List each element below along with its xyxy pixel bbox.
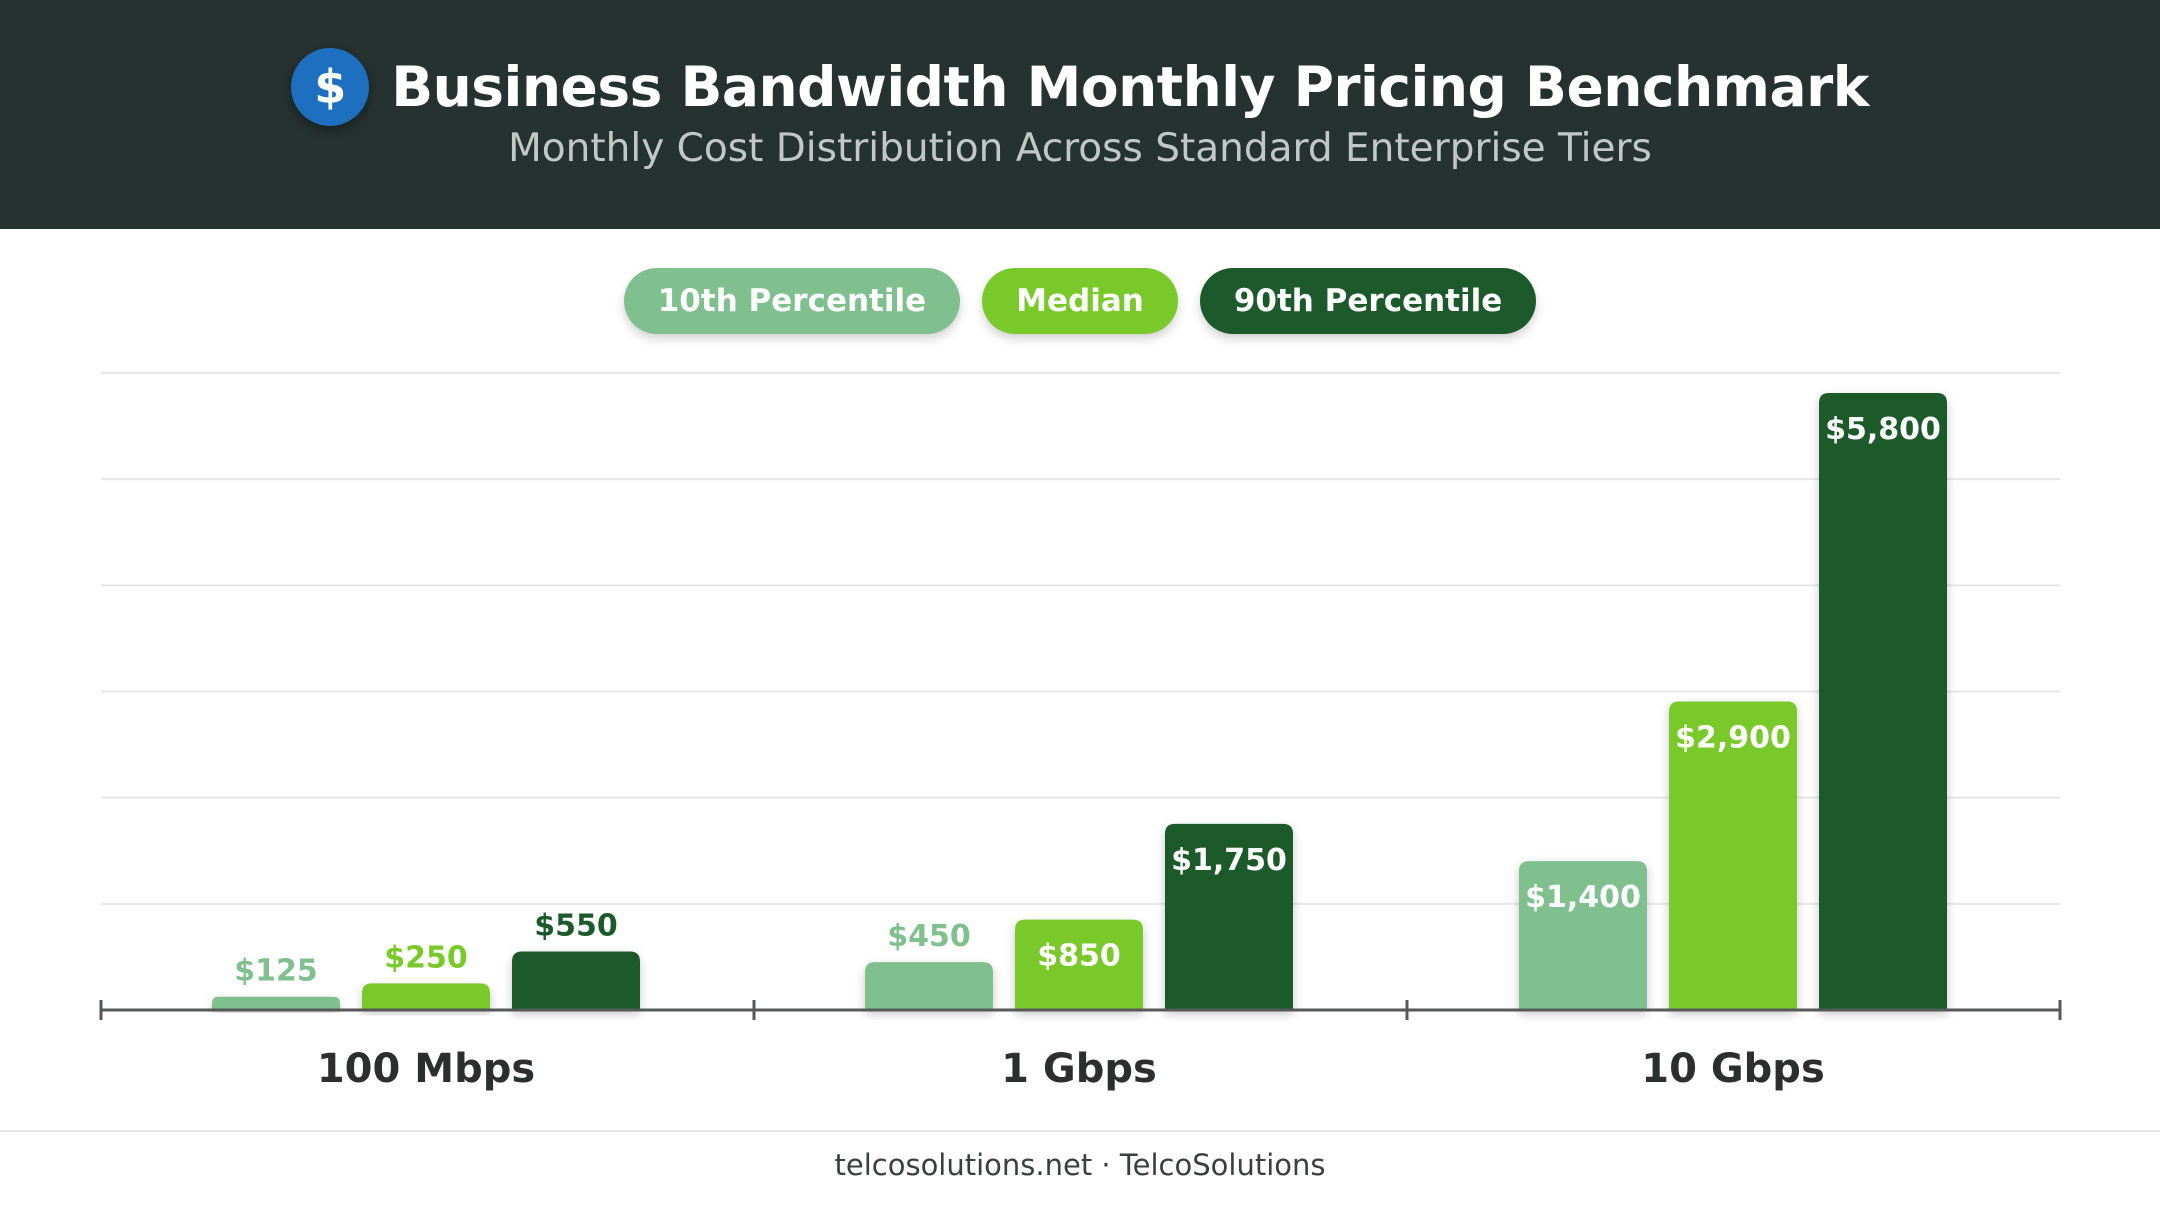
bar-value-label: $5,800 xyxy=(1825,412,1941,447)
legend-item-median: Median xyxy=(982,268,1178,334)
bar xyxy=(1669,701,1797,1010)
footer-divider xyxy=(0,1130,2160,1132)
legend-item-10th-percentile: 10th Percentile xyxy=(623,268,961,334)
bar xyxy=(1819,393,1947,1010)
bar xyxy=(1015,919,1143,1010)
bar xyxy=(212,996,340,1010)
x-tick-label: 100 Mbps xyxy=(317,1046,535,1092)
bar xyxy=(1519,861,1647,1010)
legend-item-90th-percentile: 90th Percentile xyxy=(1199,268,1537,334)
bar-value-label: $850 xyxy=(1037,939,1121,974)
dollar-icon: $ xyxy=(291,48,370,126)
chart-subtitle: Monthly Cost Distribution Across Standar… xyxy=(508,126,1652,171)
bar-value-label: $2,900 xyxy=(1675,721,1791,756)
x-tick-label: 10 Gbps xyxy=(1641,1046,1825,1092)
x-tick-label: 1 Gbps xyxy=(1001,1046,1157,1092)
bar-value-label: $250 xyxy=(384,940,468,975)
header-banner: $ Business Bandwidth Monthly Pricing Ben… xyxy=(0,0,2160,229)
chart-title: Business Bandwidth Monthly Pricing Bench… xyxy=(391,55,1869,119)
title-row: $ Business Bandwidth Monthly Pricing Ben… xyxy=(0,44,2160,130)
bar-value-label: $550 xyxy=(534,908,618,943)
bar-value-label: $1,400 xyxy=(1525,880,1641,915)
bar-value-label: $125 xyxy=(234,954,318,989)
bar xyxy=(362,983,490,1010)
legend: 10th Percentile Median 90th Percentile xyxy=(0,268,2160,336)
bar xyxy=(865,962,993,1010)
bar-value-label: $1,750 xyxy=(1171,843,1287,878)
bar xyxy=(1165,823,1293,1010)
footer-source: telcosolutions.net · TelcoSolutions xyxy=(834,1148,1326,1182)
bar-value-label: $450 xyxy=(887,919,971,954)
bar xyxy=(512,951,640,1010)
